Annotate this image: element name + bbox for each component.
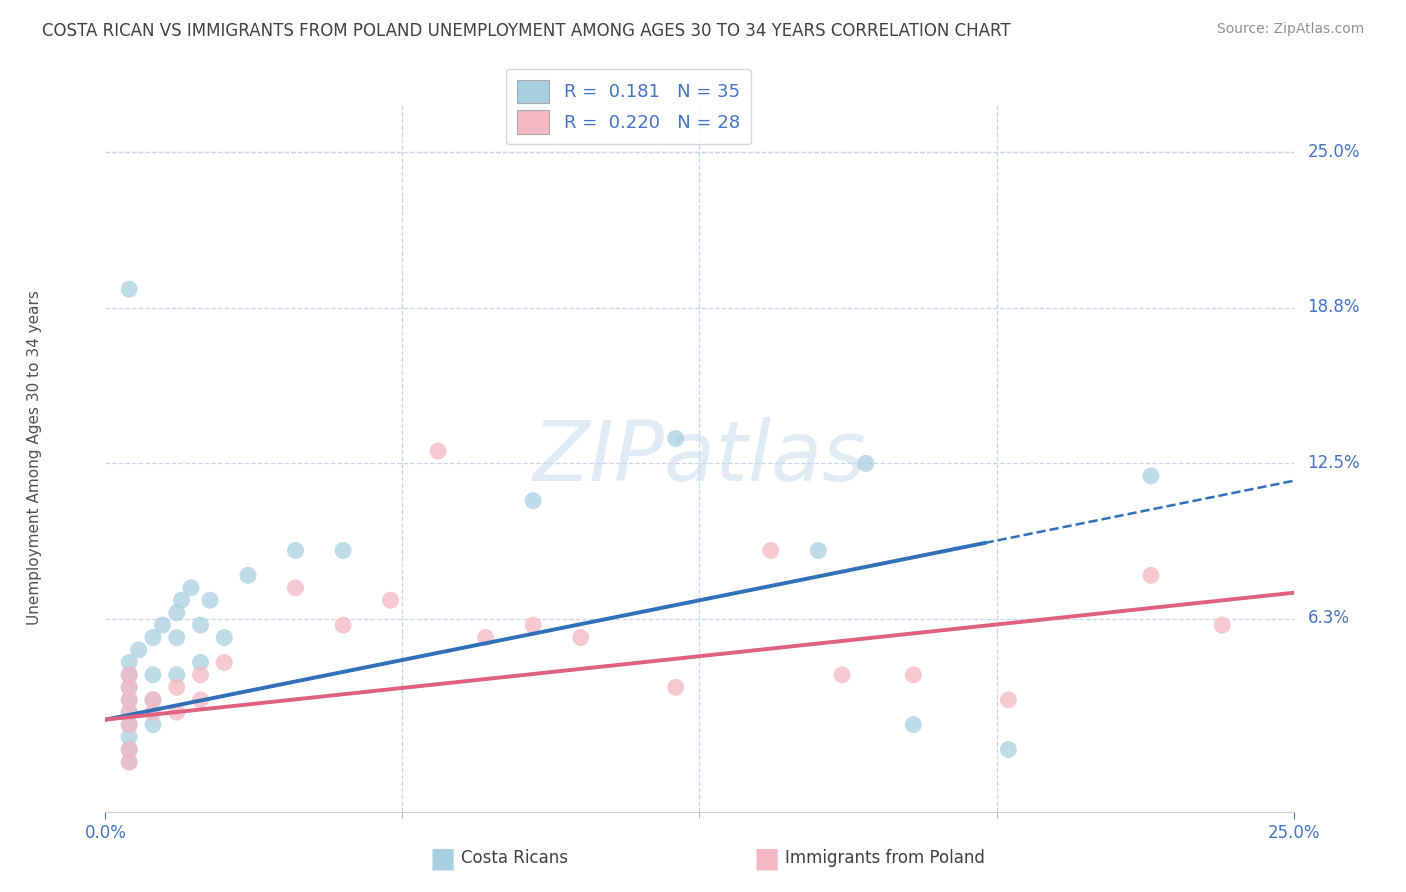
Point [166, 631, 188, 645]
Point [118, 681, 141, 695]
Text: Unemployment Among Ages 30 to 34 years: Unemployment Among Ages 30 to 34 years [27, 290, 42, 624]
Point [380, 593, 402, 607]
Point [214, 656, 236, 670]
Point [665, 432, 688, 446]
Point [332, 543, 354, 558]
Point [903, 668, 925, 682]
Point [118, 705, 141, 719]
Point [118, 692, 141, 706]
Point [474, 631, 496, 645]
Point [166, 681, 188, 695]
Point [118, 668, 141, 682]
Point [284, 581, 307, 595]
Point [198, 593, 221, 607]
Point [118, 656, 141, 670]
Point [118, 717, 141, 731]
Point [236, 568, 259, 582]
Point [118, 755, 141, 769]
Text: ZIPatlas: ZIPatlas [533, 417, 866, 498]
Point [190, 692, 212, 706]
Point [665, 681, 688, 695]
Point [142, 668, 165, 682]
Point [807, 543, 830, 558]
Text: 6.3%: 6.3% [1308, 608, 1350, 627]
Point [118, 755, 141, 769]
Point [284, 543, 307, 558]
Point [142, 692, 165, 706]
Point [166, 668, 188, 682]
Point [118, 282, 141, 296]
Point [190, 668, 212, 682]
Text: 25.0%: 25.0% [1308, 144, 1360, 161]
Point [118, 705, 141, 719]
Point [118, 742, 141, 756]
Point [190, 656, 212, 670]
Point [997, 692, 1019, 706]
Point [128, 643, 150, 657]
Point [903, 717, 925, 731]
Point [759, 543, 782, 558]
Text: 12.5%: 12.5% [1308, 454, 1360, 473]
Text: Source: ZipAtlas.com: Source: ZipAtlas.com [1216, 22, 1364, 37]
Point [118, 742, 141, 756]
Point [831, 668, 853, 682]
Point [118, 668, 141, 682]
Point [166, 606, 188, 620]
Point [118, 730, 141, 744]
Legend: R =  0.181   N = 35, R =  0.220   N = 28: R = 0.181 N = 35, R = 0.220 N = 28 [506, 69, 751, 145]
Point [152, 618, 174, 632]
Text: ■: ■ [430, 844, 456, 872]
Point [997, 742, 1019, 756]
Point [142, 631, 165, 645]
Text: Costa Ricans: Costa Ricans [461, 849, 568, 867]
Point [522, 493, 544, 508]
Point [142, 717, 165, 731]
Point [522, 618, 544, 632]
Point [190, 618, 212, 632]
Point [170, 593, 193, 607]
Point [166, 705, 188, 719]
Text: 18.8%: 18.8% [1308, 298, 1360, 316]
Point [118, 692, 141, 706]
Point [332, 618, 354, 632]
Point [427, 444, 450, 458]
Point [855, 456, 877, 470]
Point [1140, 468, 1163, 483]
Text: COSTA RICAN VS IMMIGRANTS FROM POLAND UNEMPLOYMENT AMONG AGES 30 TO 34 YEARS COR: COSTA RICAN VS IMMIGRANTS FROM POLAND UN… [42, 22, 1011, 40]
Point [1211, 618, 1233, 632]
Point [180, 581, 202, 595]
Point [142, 692, 165, 706]
Point [1140, 568, 1163, 582]
Point [118, 717, 141, 731]
Point [118, 681, 141, 695]
Text: Immigrants from Poland: Immigrants from Poland [785, 849, 984, 867]
Point [569, 631, 592, 645]
Point [214, 631, 236, 645]
Text: ■: ■ [754, 844, 779, 872]
Point [142, 705, 165, 719]
